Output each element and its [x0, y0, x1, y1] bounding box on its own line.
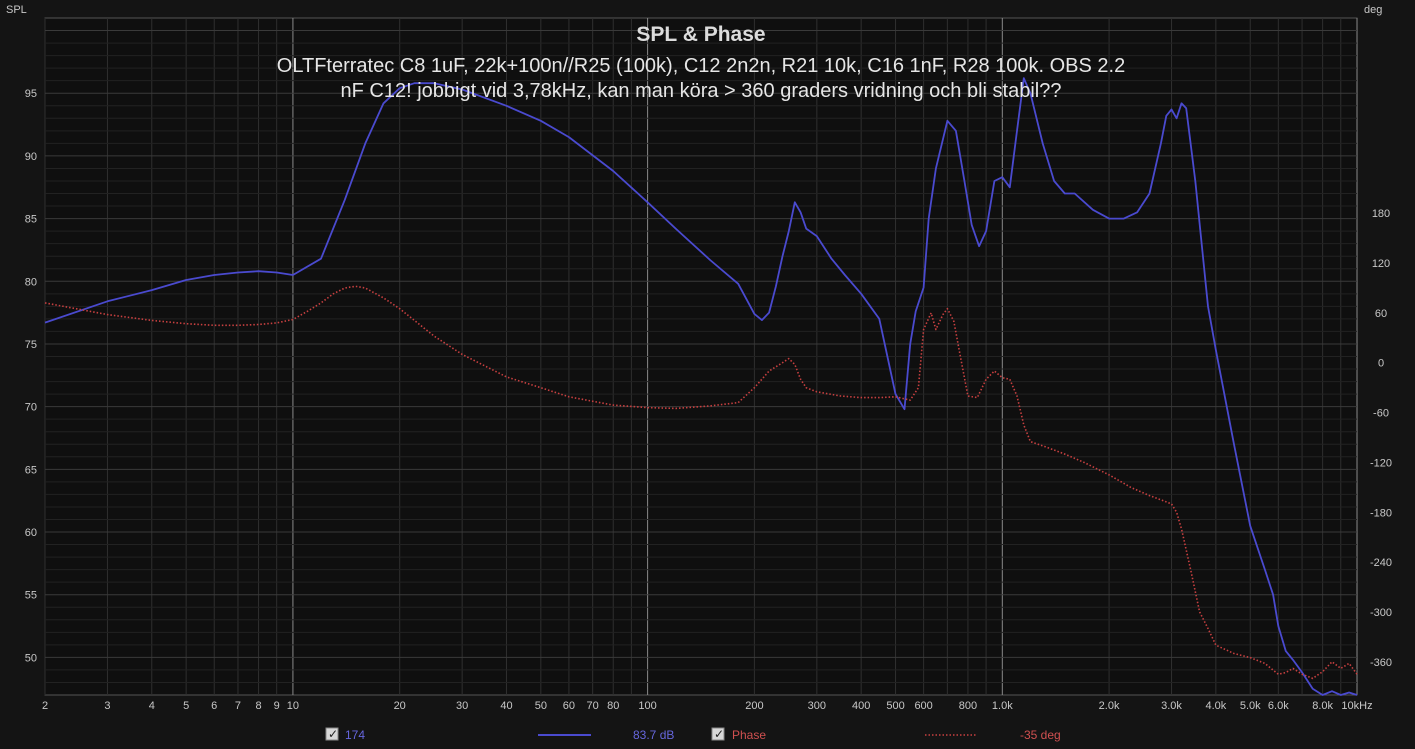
legend-value-phase: -35 deg	[1020, 728, 1061, 742]
y-tick-label: 60	[25, 527, 37, 539]
legend-item-174[interactable]: ✓ 174 83.7 dB	[325, 727, 674, 742]
legend-value-174: 83.7 dB	[633, 728, 674, 742]
x-tick-label: 5.0k	[1240, 700, 1261, 712]
x-tick-label: 9	[274, 700, 280, 712]
x-tick-label: 200	[745, 700, 763, 712]
y-tick-label: 95	[25, 88, 37, 100]
x-tick-label: 2	[42, 700, 48, 712]
x-tick-label: 500	[886, 700, 904, 712]
x-tick-label: 7	[235, 700, 241, 712]
y2-tick-label: -60	[1373, 408, 1389, 420]
x-tick-label: 600	[914, 700, 932, 712]
legend-label-174: 174	[345, 728, 365, 742]
y2-tick-label: -300	[1370, 607, 1392, 619]
x-tick-label: 70	[587, 700, 599, 712]
x-tick-label: 1.0k	[992, 700, 1013, 712]
x-tick-label: 40	[500, 700, 512, 712]
y2-tick-label: 60	[1375, 308, 1387, 320]
annotation-line-1: OLTFterratec C8 1uF, 22k+100n//R25 (100k…	[277, 55, 1125, 77]
x-tick-label: 2.0k	[1099, 700, 1120, 712]
x-tick-label: 80	[607, 700, 619, 712]
y2-tick-label: -360	[1370, 657, 1392, 669]
x-tick-label: 50	[535, 700, 547, 712]
x-tick-label: 3.0k	[1161, 700, 1182, 712]
y-tick-label: 90	[25, 151, 37, 163]
y-tick-label: 70	[25, 402, 37, 414]
y2-tick-label: 120	[1372, 258, 1390, 270]
x-tick-label: 6.0k	[1268, 700, 1289, 712]
x-tick-label: 8.0k	[1312, 700, 1333, 712]
x-tick-label: 800	[959, 700, 977, 712]
y2-tick-label: 180	[1372, 208, 1390, 220]
y2-tick-label: -240	[1370, 557, 1392, 569]
legend-item-phase[interactable]: ✓ Phase -35 deg	[711, 727, 1061, 742]
y2-axis-label: deg	[1364, 4, 1382, 16]
annotation-line-2: nF C12! jobbigt vid 3,78kHz, kan man kör…	[341, 80, 1062, 102]
x-tick-label: 100	[638, 700, 656, 712]
legend-label-phase: Phase	[732, 728, 766, 742]
axis-labels: 2 3 4 5 6 7 8 9 10 20 30 40 50 60 70 80 100 200 300 400 500 6…	[25, 88, 1392, 712]
x-tick-label: 4.0k	[1205, 700, 1226, 712]
check-icon: ✓	[714, 727, 724, 741]
y2-tick-label: 0	[1378, 358, 1384, 370]
x-tick-label: 400	[852, 700, 870, 712]
y-tick-label: 55	[25, 590, 37, 602]
x-tick-label: 4	[149, 700, 155, 712]
y-tick-label: 50	[25, 652, 37, 664]
x-tick-label: 300	[808, 700, 826, 712]
legend-checkbox-phase[interactable]	[711, 727, 725, 741]
y2-tick-label: -180	[1370, 507, 1392, 519]
y2-tick-label: -120	[1370, 457, 1392, 469]
x-tick-label: 3	[104, 700, 110, 712]
grid-lines	[44, 17, 1358, 696]
y-tick-label: 65	[25, 464, 37, 476]
curves	[44, 77, 1358, 696]
x-tick-label: 30	[456, 700, 468, 712]
x-tick-label: 5	[183, 700, 189, 712]
y-tick-label: 85	[25, 214, 37, 226]
spl-curve	[44, 77, 1358, 696]
chart-title: SPL & Phase	[636, 23, 765, 46]
x-tick-label: 20	[394, 700, 406, 712]
y-tick-label: 75	[25, 339, 37, 351]
check-icon: ✓	[328, 727, 338, 741]
x-tick-label: 10kHz	[1341, 700, 1372, 712]
x-tick-label: 60	[563, 700, 575, 712]
legend-checkbox-174[interactable]	[325, 727, 339, 741]
y-tick-label: 80	[25, 276, 37, 288]
y-axis-label: SPL	[6, 4, 27, 16]
x-tick-label: 8	[255, 700, 261, 712]
x-tick-label: 10	[287, 700, 299, 712]
legend: ✓ 174 83.7 dB ✓ Phase -35 deg	[325, 727, 1061, 742]
x-tick-label: 6	[211, 700, 217, 712]
